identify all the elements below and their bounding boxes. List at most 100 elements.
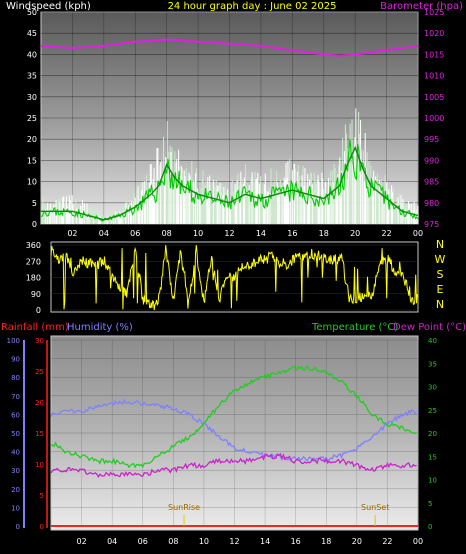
temperature-tick-label: 35 [428,360,437,368]
humidity-tick-label: 0 [16,523,20,531]
rainfall-tick-label: 15 [35,430,44,438]
humidity-axis-title: Humidity (%) [67,322,133,333]
barometer-tick-label: 1020 [424,29,444,38]
wind-tick-label: 40 [27,50,37,59]
sun-marker-label: SunSet [361,503,389,512]
wind-tick-label: 0 [32,220,37,229]
wind-tick-label: 10 [27,178,37,187]
barometer-tick-label: 990 [424,156,439,165]
temperature-plot-border [50,335,419,531]
humidity-tick-label: 50 [11,430,20,438]
wind-tick-label: 35 [27,72,37,81]
x-tick-label: 16 [291,537,301,546]
x-tick-label: 02 [67,229,77,238]
temperature-tick-label: 10 [428,477,437,485]
temperature-tick-label: 20 [428,430,437,438]
barometer-tick-label: 985 [424,178,439,187]
x-tick-label: 12 [229,537,239,546]
temperature-tick-label: 15 [428,453,437,461]
rainfall-tick-label: 10 [35,461,44,469]
barometer-tick-label: 1010 [424,72,444,81]
compass-label: S [437,268,444,281]
humidity-tick-label: 80 [11,374,20,382]
temperature-tick-label: 25 [428,407,437,415]
humidity-tick-label: 20 [11,486,20,494]
wind-tick-label: 50 [27,8,37,17]
x-tick-label: 06 [130,229,140,238]
barometer-tick-label: 1000 [424,114,444,123]
x-tick-label: 08 [168,537,178,546]
wind-chart: 0510152025303540455097598098599099510001… [27,8,445,238]
wind-tick-label: 5 [32,199,37,208]
compass-label: N [436,238,444,251]
x-tick-label: 14 [260,537,270,546]
x-tick-label: 14 [256,229,266,238]
x-tick-label: 18 [319,229,329,238]
direction-plot-border [50,241,419,313]
sun-marker-label: SunRise [168,503,200,512]
x-tick-label: 04 [107,537,117,546]
wind-tick-label: 25 [27,114,37,123]
barometer-tick-label: 1005 [424,93,444,102]
humidity-line [50,398,417,462]
humidity-tick-label: 40 [11,449,20,457]
temperature-axis-title: Temperature (°C) [311,322,398,333]
direction-tick-label: 180 [26,274,41,283]
windspeed-axis-title: Windspeed (kph) [6,1,91,12]
x-tick-label: 06 [138,537,148,546]
wind-direction-line [50,245,418,311]
rainfall-tick-label: 20 [35,399,44,407]
barometer-tick-label: 995 [424,135,439,144]
barometer-tick-label: 1015 [424,50,444,59]
wind-tick-label: 30 [27,93,37,102]
rainfall-tick-label: 30 [35,337,44,345]
temperature-chart: 0102030405060708090100051015202530051015… [7,337,437,546]
humidity-tick-label: 70 [11,393,20,401]
dewpoint-line [50,452,417,479]
x-tick-label: 20 [350,229,360,238]
temperature-tick-label: 30 [428,384,437,392]
wind-tick-label: 20 [27,135,37,144]
compass-label: W [435,253,446,266]
compass-label: N [436,298,444,311]
x-tick-label: 18 [321,537,331,546]
x-tick-label: 10 [193,229,203,238]
humidity-tick-label: 30 [11,467,20,475]
wind-average-smooth-line [41,145,419,221]
direction-tick-label: 270 [26,257,41,266]
temperature-tick-label: 40 [428,337,437,345]
direction-tick-label: 0 [36,306,41,315]
graph-title: 24 hour graph day : June 02 2025 [168,1,337,12]
temperature-tick-label: 5 [428,500,432,508]
humidity-tick-label: 100 [7,337,20,345]
x-tick-label: 10 [199,537,209,546]
x-tick-label: 20 [352,537,362,546]
temperature-plot-area [51,336,418,530]
direction-tick-label: 90 [31,290,41,299]
barometer-axis-title: Barometer (hpa) [380,1,463,12]
temperature-line [50,365,417,469]
humidity-tick-label: 10 [11,504,20,512]
x-tick-label: 16 [287,229,297,238]
x-tick-label: 08 [162,229,172,238]
temperature-tick-label: 0 [428,523,432,531]
humidity-tick-label: 90 [11,356,20,364]
dewpoint-axis-title: Dew Point (°C) [393,322,466,333]
rainfall-axis-title: Rainfall (mm) [1,322,69,333]
x-tick-label: 22 [381,229,391,238]
wind-tick-label: 45 [27,29,37,38]
humidity-tick-label: 60 [11,411,20,419]
barometer-tick-label: 975 [424,220,439,229]
barometer-line [40,38,419,57]
compass-label: E [437,283,444,296]
x-tick-label: 00 [413,537,423,546]
x-tick-label: 00 [413,229,423,238]
x-tick-label: 12 [224,229,234,238]
rainfall-tick-label: 0 [40,523,44,531]
direction-tick-label: 360 [26,241,41,250]
wind-tick-label: 15 [27,156,37,165]
barometer-tick-label: 980 [424,199,439,208]
barometer-tick-label: 1025 [424,8,444,17]
